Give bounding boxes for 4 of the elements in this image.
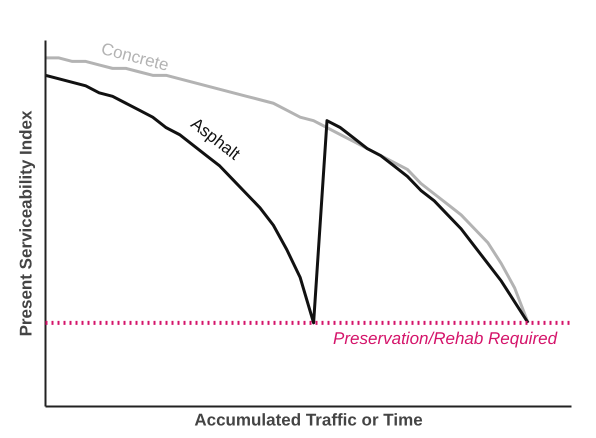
ref-line-label: Preservation/Rehab Required <box>333 328 558 348</box>
y-axis-title: Present Serviceability Index <box>16 110 36 336</box>
text: Concrete <box>99 39 171 75</box>
x-axis-title: Accumulated Traffic or Time <box>194 410 423 430</box>
